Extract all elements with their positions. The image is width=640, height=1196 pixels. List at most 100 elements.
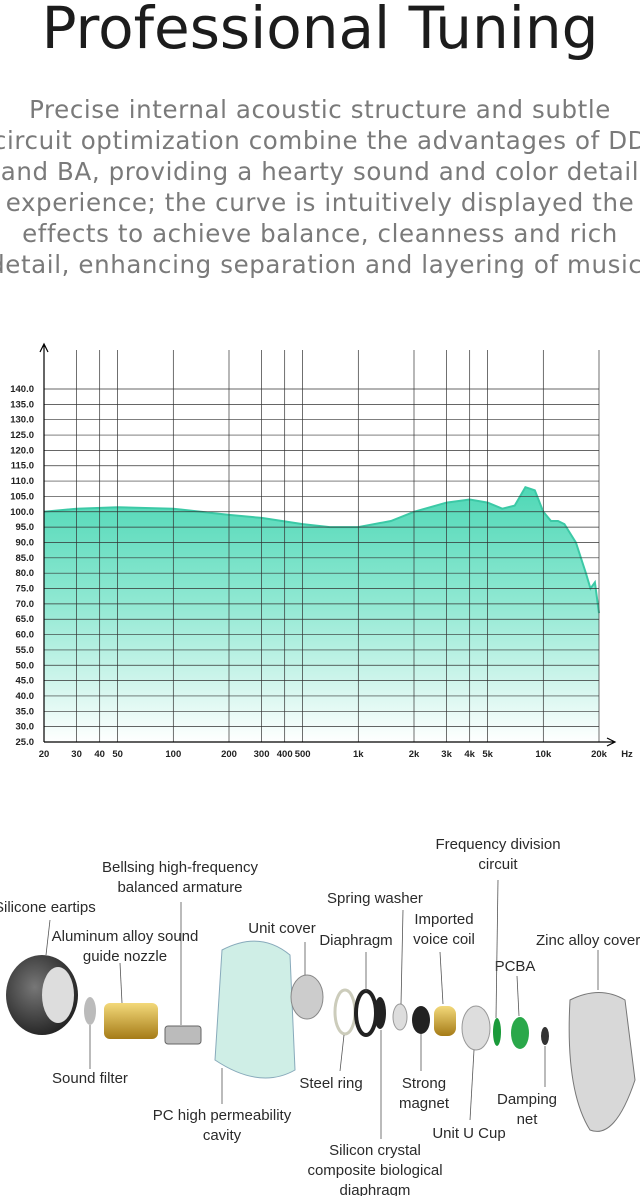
- y-tick-label: 130.0: [10, 415, 34, 426]
- y-tick-label: 135.0: [10, 399, 34, 410]
- steel-ring: [333, 988, 357, 1036]
- x-tick-label: 10k: [535, 749, 552, 760]
- part-label: voice coil: [413, 931, 475, 948]
- title: Professional Tuning: [42, 0, 599, 62]
- y-tick-label: 105.0: [10, 491, 34, 502]
- part-label: Unit U Cup: [432, 1125, 505, 1142]
- zinc-cover: [568, 992, 636, 1132]
- x-tick-label: 20k: [591, 749, 608, 760]
- x-tick-label: 4k: [464, 749, 475, 760]
- x-tick-label: 100: [165, 749, 181, 760]
- y-tick-label: 65.0: [16, 614, 35, 625]
- nozzle: [104, 1003, 158, 1039]
- x-tick-label: 1k: [353, 749, 364, 760]
- part-label: Diaphragm: [319, 932, 392, 949]
- exploded-diagram: Frequency division circuit Bellsing high-f…: [0, 836, 640, 1196]
- part-label: Silicone eartips: [0, 899, 96, 916]
- x-tick-label: 2k: [409, 749, 420, 760]
- damping-net: [541, 1027, 549, 1045]
- x-tick-label: 200: [221, 749, 237, 760]
- sound-filter: [84, 997, 96, 1025]
- y-tick-label: 110.0: [11, 476, 34, 487]
- cavity: [214, 940, 296, 1079]
- armature: [164, 1025, 202, 1045]
- part-label: Damping: [497, 1091, 557, 1108]
- x-tick-label: 20: [39, 749, 50, 760]
- part-label: net: [517, 1111, 539, 1128]
- leader-line: [469, 1049, 475, 1121]
- magnet: [412, 1006, 430, 1034]
- y-tick-label: 25.0: [16, 737, 35, 748]
- x-tick-label: 5k: [482, 749, 493, 760]
- part-label: Frequency division: [435, 836, 560, 853]
- part-label: magnet: [399, 1095, 450, 1112]
- x-tick-label: 500: [295, 749, 311, 760]
- y-tick-label: 35.0: [16, 706, 35, 717]
- x-unit: Hz: [621, 749, 633, 760]
- part-label: cavity: [203, 1127, 242, 1144]
- part-label: Spring washer: [327, 890, 423, 907]
- y-tick-label: 75.0: [16, 584, 35, 595]
- description-line: detail, enhancing separation and layerin…: [0, 250, 640, 279]
- y-tick-label: 45.0: [16, 676, 35, 687]
- part-label: Bellsing high-frequency: [102, 859, 258, 876]
- eartip-inner: [42, 967, 74, 1023]
- y-tick-label: 140.0: [10, 384, 34, 395]
- y-tick-label: 85.0: [16, 553, 35, 564]
- y-tick-label: 60.0: [16, 630, 35, 641]
- leader-line: [339, 1034, 345, 1072]
- y-tick-label: 125.0: [10, 430, 34, 441]
- y-tick-label: 50.0: [16, 660, 35, 671]
- division-circuit: [493, 1018, 501, 1046]
- y-tick-label: 115.0: [11, 461, 34, 472]
- voice-coil: [434, 1006, 456, 1036]
- leader-line: [119, 962, 123, 1004]
- x-tick-label: 50: [112, 749, 123, 760]
- description-line: effects to achieve balance, cleanness an…: [22, 219, 618, 248]
- part-label: balanced armature: [117, 879, 242, 896]
- y-tick-label: 55.0: [16, 645, 35, 656]
- description-line: and BA, providing a hearty sound and col…: [1, 157, 639, 186]
- x-tick-label: 3k: [441, 749, 452, 760]
- diaphragm: [354, 989, 378, 1037]
- y-tick-label: 30.0: [16, 722, 35, 733]
- x-tick-label: 30: [71, 749, 82, 760]
- y-tick-label: 70.0: [16, 599, 35, 610]
- part-label: PC high permeability: [153, 1107, 292, 1124]
- y-axis: [39, 342, 49, 742]
- unit-cover: [290, 974, 324, 1020]
- part-label: circuit: [478, 856, 518, 873]
- part-label: diaphragm: [340, 1182, 411, 1196]
- leader-line: [516, 975, 520, 1017]
- part-label: Silicon crystal: [329, 1142, 421, 1159]
- description: Precise internal acoustic structure and …: [0, 95, 640, 279]
- leader-line: [45, 919, 51, 956]
- chart: 25.0 30.0 35.0 40.0 45.0 50.0 55.0 60.0 65.0 70.0…: [10, 342, 633, 760]
- y-tick-label: 120.0: [10, 445, 34, 456]
- membrane: [374, 997, 386, 1029]
- part-label: Imported: [414, 911, 473, 928]
- description-line: Precise internal acoustic structure and …: [29, 95, 611, 124]
- part-label: guide nozzle: [83, 948, 167, 965]
- description-line: experience; the curve is intuitively dis…: [6, 188, 635, 217]
- part-label: Steel ring: [299, 1075, 362, 1092]
- x-tick-label: 300: [254, 749, 270, 760]
- part-label: Unit cover: [248, 920, 316, 937]
- leader-line: [400, 909, 404, 1005]
- part-label: composite biological: [307, 1162, 442, 1179]
- spring-washer: [392, 1003, 408, 1031]
- part-label: PCBA: [495, 958, 536, 975]
- y-tick-label: 90.0: [16, 537, 35, 548]
- description-line: circuit optimization combine the advanta…: [0, 126, 640, 155]
- part-label: Strong: [402, 1075, 446, 1092]
- u-cup: [461, 1005, 491, 1051]
- part-label: Sound filter: [52, 1070, 128, 1087]
- y-tick-label: 100.0: [10, 507, 34, 518]
- area: [44, 487, 599, 742]
- pcba: [511, 1017, 529, 1049]
- leader-line: [439, 951, 444, 1005]
- x-axis: [44, 737, 617, 747]
- leader-line: [495, 879, 499, 1019]
- part-label: Aluminum alloy sound: [52, 928, 199, 945]
